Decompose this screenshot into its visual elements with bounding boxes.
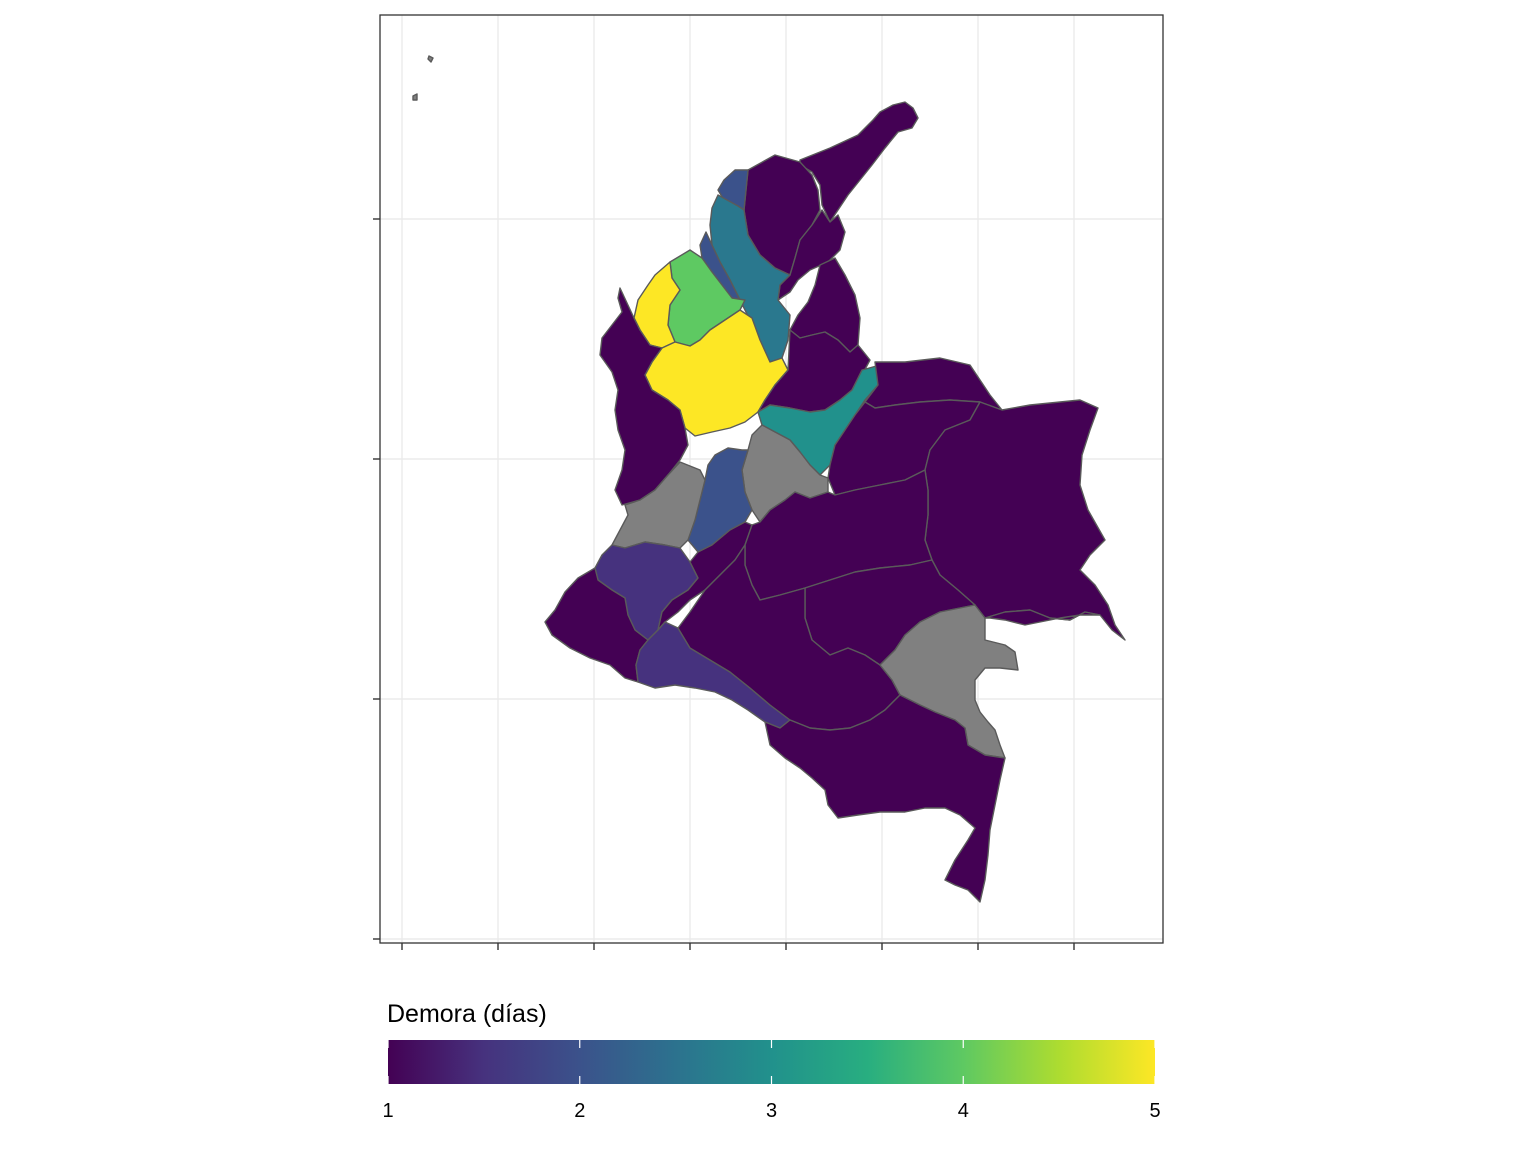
panel-border — [379, 14, 1164, 944]
region-narino[interactable] — [544, 567, 649, 683]
region-guajira[interactable] — [799, 101, 919, 223]
legend-tick-label-4: 5 — [1149, 1100, 1160, 1122]
legend-title: Demora (días) — [387, 1000, 547, 1028]
region-caqueta[interactable] — [677, 544, 901, 731]
axis-ticks — [373, 218, 1075, 950]
legend: Demora (días) 1 2 3 4 5 — [382, 1000, 1160, 1122]
legend-tick-label-3: 4 — [958, 1100, 969, 1122]
region-huila[interactable] — [657, 521, 753, 631]
region-san-andres[interactable] — [412, 55, 434, 101]
region-amazonas[interactable] — [764, 694, 1006, 903]
legend-tick-label-2: 3 — [766, 1100, 777, 1122]
legend-tick-label-1: 2 — [574, 1100, 585, 1122]
plot-panel — [373, 14, 1164, 950]
legend-tick-label-0: 1 — [382, 1100, 393, 1122]
legend-ticks: 1 2 3 4 5 — [382, 1040, 1161, 1122]
region-guainia[interactable] — [984, 609, 1101, 626]
departments — [412, 55, 1126, 903]
